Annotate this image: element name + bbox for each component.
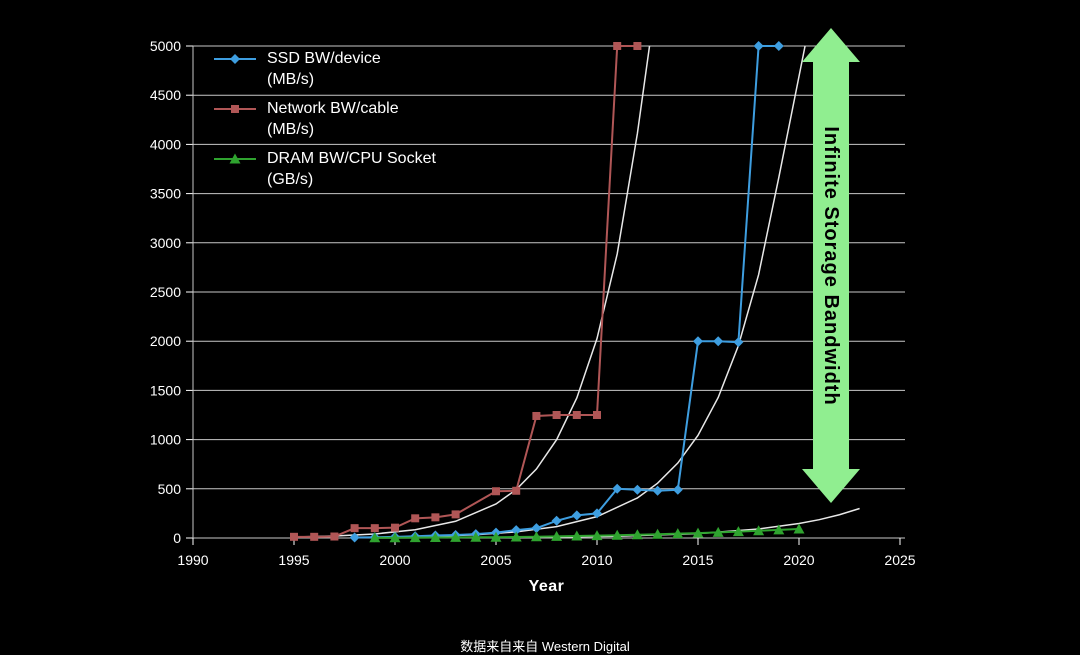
series-network: [290, 42, 642, 541]
svg-text:2015: 2015: [682, 552, 713, 568]
x-axis-title: Year: [528, 578, 565, 595]
legend-labels-dram: DRAM BW/CPU Socket (GB/s): [267, 148, 436, 190]
svg-text:2020: 2020: [783, 552, 814, 568]
legend-labels-ssd: SSD BW/device (MB/s): [267, 48, 381, 90]
svg-text:3000: 3000: [150, 235, 181, 251]
source-caption: 数据来自来自 Western Digital: [460, 639, 630, 654]
svg-text:2010: 2010: [581, 552, 612, 568]
legend-unit: (MB/s): [267, 121, 315, 138]
legend-label: SSD BW/device: [267, 50, 381, 67]
infinite-bandwidth-arrow: Infinite Storage Bandwidth: [802, 28, 860, 503]
legend-entry-network: Network BW/cable (MB/s): [212, 98, 436, 140]
legend-unit: (MB/s): [267, 71, 315, 88]
series-dram: [369, 523, 805, 543]
svg-text:1500: 1500: [150, 382, 181, 398]
svg-text:5000: 5000: [150, 38, 181, 54]
svg-text:2000: 2000: [379, 552, 410, 568]
legend-entry-dram: DRAM BW/CPU Socket (GB/s): [212, 148, 436, 190]
legend-unit: (GB/s): [267, 171, 314, 188]
legend-labels-network: Network BW/cable (MB/s): [267, 98, 399, 140]
infinite-bandwidth-label: Infinite Storage Bandwidth: [820, 126, 842, 405]
svg-text:2500: 2500: [150, 284, 181, 300]
gridlines: 0 500 1000 1500 2000 2500 3000 3500 4000 4500 5000: [150, 38, 905, 546]
legend-entry-ssd: SSD BW/device (MB/s): [212, 48, 436, 90]
x-axis-ticks: 1990 1995 2000 2005 2010 2015 2020 2025: [177, 538, 916, 568]
svg-text:0: 0: [173, 530, 181, 546]
ssd-marker-icon: [214, 54, 256, 64]
legend-label: DRAM BW/CPU Socket: [267, 150, 436, 167]
svg-text:2000: 2000: [150, 333, 181, 349]
legend-label: Network BW/cable: [267, 100, 399, 117]
svg-text:4500: 4500: [150, 87, 181, 103]
svg-text:1990: 1990: [177, 552, 208, 568]
dram-marker-icon: [214, 153, 256, 164]
svg-text:3500: 3500: [150, 186, 181, 202]
svg-text:500: 500: [158, 481, 182, 497]
svg-text:2005: 2005: [480, 552, 511, 568]
network-marker-icon: [214, 105, 256, 113]
svg-text:2025: 2025: [884, 552, 915, 568]
chart-legend: SSD BW/device (MB/s) Network BW/cable (M…: [212, 48, 436, 190]
svg-text:4000: 4000: [150, 136, 181, 152]
svg-text:1995: 1995: [278, 552, 309, 568]
svg-text:1000: 1000: [150, 432, 181, 448]
